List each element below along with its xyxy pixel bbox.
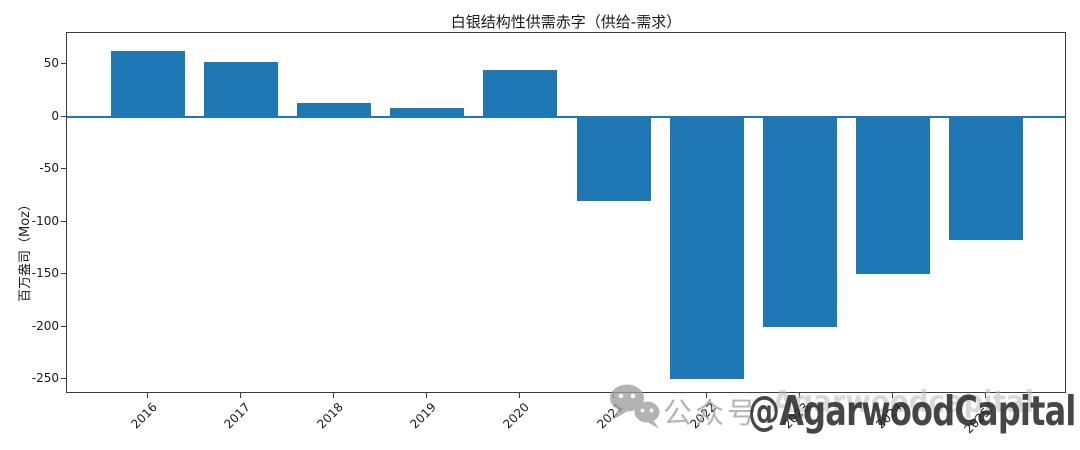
y-tick-label: -250 xyxy=(31,371,59,386)
x-tick-mark xyxy=(705,393,707,398)
y-tick-mark xyxy=(61,168,66,169)
y-tick-label: -150 xyxy=(31,266,59,281)
y-tick-label: -200 xyxy=(31,318,59,333)
x-tick-label-2021: 2021 xyxy=(593,400,626,432)
bar-2021 xyxy=(576,116,651,201)
x-tick-label-2016: 2016 xyxy=(127,400,160,432)
bar-2022 xyxy=(669,116,744,380)
plot-area xyxy=(66,32,1066,393)
chart-title: 白银结构性供需赤字（供给-需求） xyxy=(450,13,682,31)
x-tick-mark xyxy=(332,393,334,398)
bar-2016 xyxy=(110,50,185,117)
bar-2025F xyxy=(949,116,1024,240)
bar-2017 xyxy=(203,62,278,117)
x-tick-mark xyxy=(519,393,521,398)
y-tick-mark xyxy=(61,378,66,379)
zero-line xyxy=(67,115,1065,118)
bar-2019 xyxy=(390,107,465,117)
y-tick-label: 0 xyxy=(51,108,59,123)
bar-2018 xyxy=(296,103,371,117)
x-tick-mark xyxy=(892,393,894,398)
x-tick-mark xyxy=(985,393,987,398)
bar-2023 xyxy=(762,116,837,327)
x-tick-label-2019: 2019 xyxy=(407,400,439,432)
x-tick-label-2024: 2024 xyxy=(873,400,905,432)
bar-2024 xyxy=(856,116,931,275)
x-tick-mark xyxy=(239,393,241,398)
x-tick-mark xyxy=(612,393,614,398)
x-tick-mark xyxy=(426,393,428,398)
x-tick-label-2017: 2017 xyxy=(221,400,253,432)
x-tick-label-2020: 2020 xyxy=(500,400,533,432)
y-tick-label: 50 xyxy=(43,56,59,71)
y-tick-label: -50 xyxy=(39,161,59,176)
y-tick-mark xyxy=(61,63,66,64)
y-tick-label: -100 xyxy=(31,213,59,228)
x-tick-label-2022: 2022 xyxy=(687,400,719,432)
y-tick-mark xyxy=(61,221,66,222)
x-tick-label-2018: 2018 xyxy=(314,400,346,432)
y-tick-mark xyxy=(61,273,66,274)
y-tick-mark xyxy=(61,326,66,327)
x-tick-mark xyxy=(146,393,148,398)
x-tick-label-2023: 2023 xyxy=(780,400,812,432)
y-tick-mark xyxy=(61,116,66,117)
x-tick-mark xyxy=(798,393,800,398)
x-tick-label-2025F: 2025F xyxy=(961,400,999,437)
bar-2020 xyxy=(483,69,558,117)
